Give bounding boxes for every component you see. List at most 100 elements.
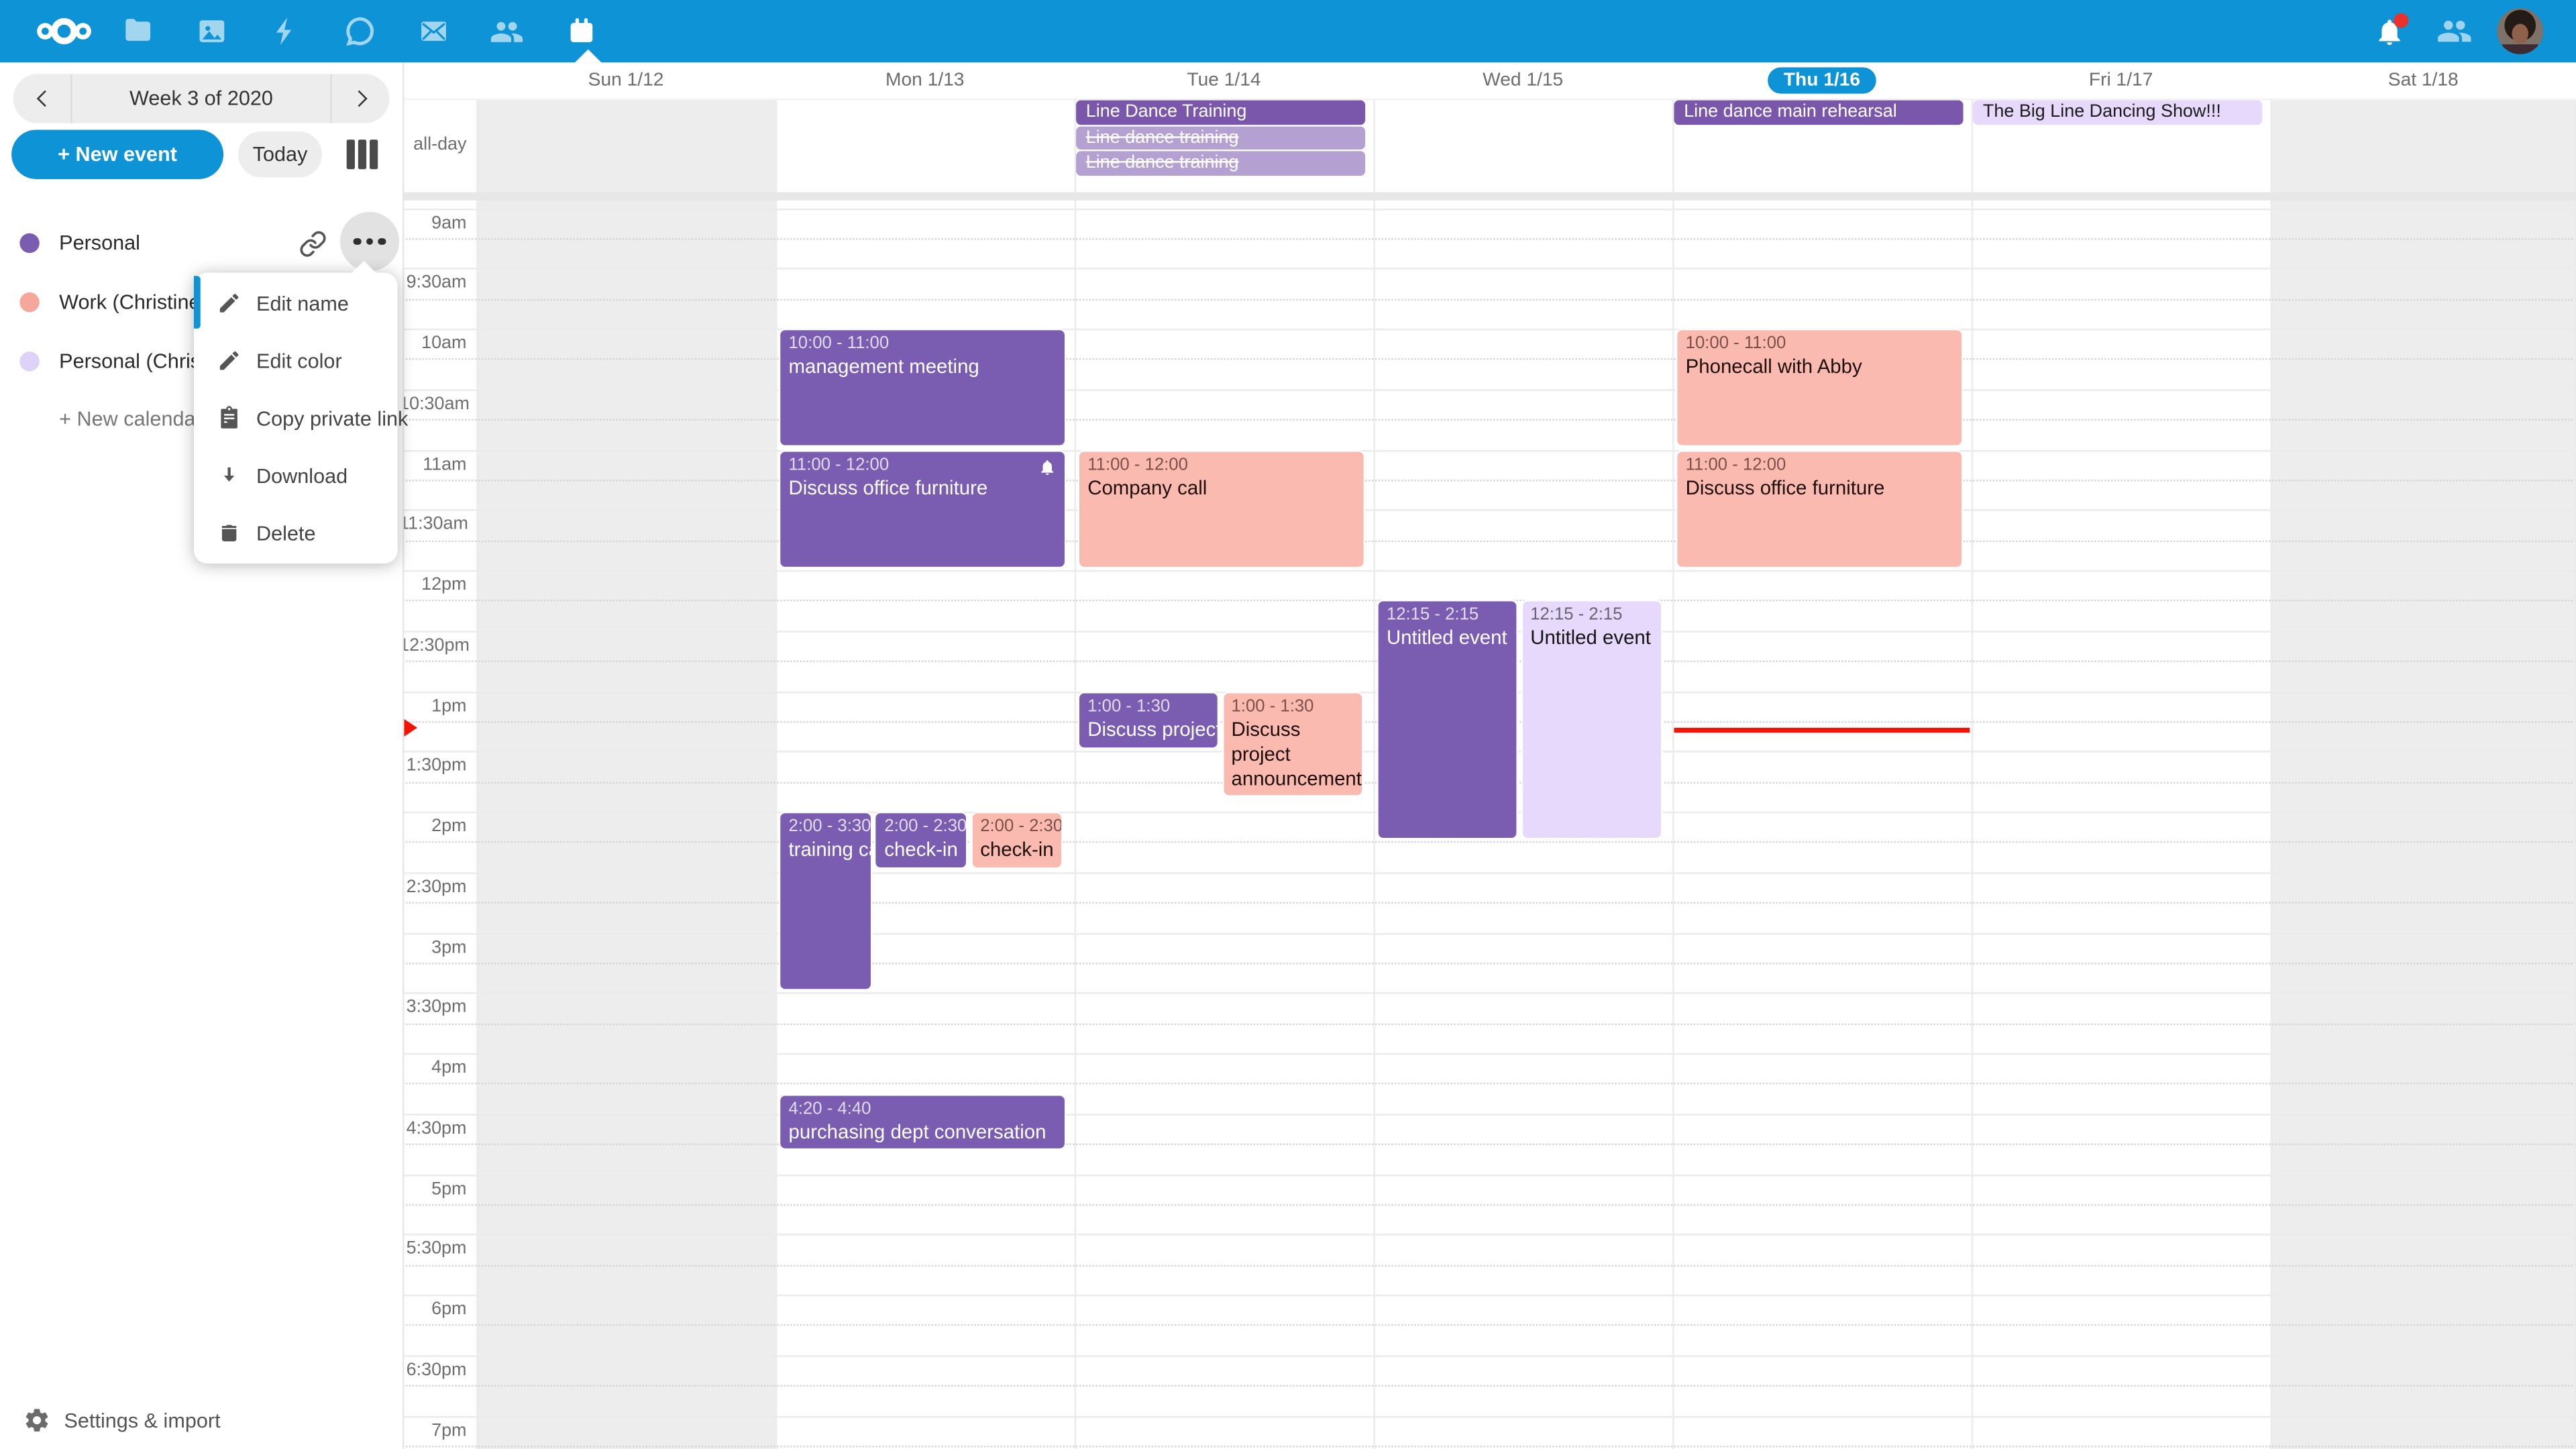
- notification-bell-icon[interactable]: [2356, 0, 2422, 62]
- nextcloud-logo[interactable]: [26, 0, 100, 62]
- time-axis-label: 9am: [431, 213, 467, 233]
- slot-line: [402, 207, 2576, 210]
- time-axis-label: 10am: [421, 333, 467, 354]
- day-header-fri[interactable]: Fri 1/17: [2088, 70, 2153, 91]
- current-time-arrow: [402, 718, 418, 738]
- menu-item-copy-private-link[interactable]: Copy private link: [194, 389, 408, 447]
- time-axis-label: 5pm: [431, 1179, 467, 1199]
- calendar-actions-button[interactable]: [339, 211, 400, 272]
- event-block[interactable]: 4:20 - 4:40 purchasing dept conversation: [778, 1093, 1067, 1150]
- event-title: Discuss office furniture: [1685, 475, 1885, 499]
- quarter-slot-line: [402, 479, 2576, 482]
- event-block[interactable]: 2:00 - 2:30 check-in: [874, 811, 968, 870]
- allday-event[interactable]: Line Dance Training: [1076, 100, 1366, 124]
- allday-event[interactable]: Line dance main rehearsal: [1674, 100, 1964, 124]
- calendar-icon[interactable]: [544, 0, 618, 62]
- time-axis-label: 2:30pm: [406, 877, 467, 897]
- quarter-slot-line: [402, 1264, 2576, 1267]
- new-calendar-button[interactable]: + New calendar: [59, 407, 203, 431]
- week-view-toggle-icon[interactable]: [346, 140, 378, 170]
- weekend-shading: [476, 98, 775, 1449]
- pencil-icon: [219, 351, 239, 370]
- day-header-wed[interactable]: Wed 1/15: [1483, 70, 1564, 91]
- event-title: check-in: [884, 837, 958, 861]
- column-border: [1074, 62, 1077, 1449]
- menu-item-edit-name[interactable]: Edit name: [194, 274, 398, 332]
- event-block[interactable]: 12:15 - 2:15 Untitled event: [1377, 600, 1518, 840]
- avatar[interactable]: [2487, 0, 2553, 62]
- event-title: Untitled event: [1386, 626, 1507, 650]
- photos-icon[interactable]: [174, 0, 248, 62]
- event-block[interactable]: 11:00 - 12:00 Company call: [1077, 449, 1366, 568]
- menu-item-label: Edit color: [256, 349, 342, 372]
- event-title: purchasing dept conversation: [788, 1119, 1046, 1143]
- talk-icon[interactable]: [322, 0, 396, 62]
- calendar-list-item[interactable]: Personal (Christi: [0, 332, 402, 391]
- all-day-label: all-day: [413, 134, 467, 155]
- slot-line: [402, 992, 2576, 995]
- previous-week-button[interactable]: [13, 74, 71, 123]
- event-title: Company call: [1087, 475, 1208, 499]
- slot-line: [402, 1234, 2576, 1236]
- event-time: 12:15 - 2:15: [1530, 605, 1623, 625]
- event-time: 10:00 - 11:00: [788, 333, 890, 354]
- allday-grid-divider: [402, 192, 2576, 201]
- settings-import-button[interactable]: Settings & import: [23, 1406, 221, 1434]
- allday-event[interactable]: The Big Line Dancing Show!!!: [1973, 100, 2263, 124]
- day-header-row: Sun 1/12 Mon 1/13 Tue 1/14 Wed 1/15 Thu 1/16…: [402, 62, 2576, 101]
- today-button[interactable]: Today: [238, 131, 323, 178]
- event-block[interactable]: 11:00 - 12:00 Discuss office furniture: [1675, 449, 1964, 568]
- allday-event[interactable]: Line dance training: [1076, 151, 1366, 176]
- time-axis-label: 11:30am: [399, 515, 468, 535]
- calendar-list-item[interactable]: Personal: [0, 211, 402, 272]
- allday-event-title: The Big Line Dancing Show!!!: [1982, 101, 2221, 122]
- menu-item-label: Delete: [256, 521, 316, 545]
- next-week-button[interactable]: [332, 74, 390, 123]
- column-border: [2574, 62, 2576, 1449]
- share-link-icon[interactable]: [284, 215, 340, 271]
- weekend-shading: [2270, 98, 2576, 1449]
- event-title: Discuss project announcement: [1231, 716, 1362, 790]
- week-label[interactable]: Week 3 of 2020: [70, 74, 332, 123]
- settings-import-label: Settings & import: [64, 1409, 221, 1432]
- calendar-list-item[interactable]: Work (Christine S: [0, 273, 402, 332]
- event-title: management meeting: [788, 354, 979, 378]
- day-header-sun[interactable]: Sun 1/12: [588, 70, 664, 91]
- event-time: 2:00 - 3:30: [788, 816, 871, 837]
- menu-item-label: Edit name: [256, 291, 349, 315]
- slot-line: [402, 388, 2576, 391]
- contacts-icon[interactable]: [470, 0, 543, 62]
- menu-item-delete[interactable]: Delete: [194, 504, 398, 562]
- menu-item-edit-color[interactable]: Edit color: [194, 332, 398, 390]
- week-navigation: Week 3 of 2020: [13, 74, 390, 123]
- menu-item-download[interactable]: Download: [194, 447, 398, 504]
- allday-event[interactable]: Line dance training: [1076, 125, 1366, 150]
- day-header-thu[interactable]: Thu 1/16: [1672, 62, 1972, 99]
- allday-event-title: Line dance main rehearsal: [1684, 101, 1897, 122]
- contacts-menu-icon[interactable]: [2422, 0, 2487, 62]
- event-block[interactable]: 10:00 - 11:00 management meeting: [778, 328, 1067, 447]
- event-block[interactable]: 2:00 - 2:30 check-in: [970, 811, 1064, 870]
- mail-icon[interactable]: [396, 0, 470, 62]
- activity-icon[interactable]: [248, 0, 322, 62]
- slot-line: [402, 570, 2576, 572]
- event-block[interactable]: 12:15 - 2:15 Untitled event: [1520, 600, 1662, 840]
- event-block[interactable]: 11:00 - 12:00 Discuss office furniture: [778, 449, 1067, 568]
- notification-badge: [2394, 13, 2409, 28]
- today-pill: Thu 1/16: [1767, 67, 1877, 94]
- files-icon[interactable]: [100, 0, 174, 62]
- new-event-button[interactable]: + New event: [11, 129, 224, 179]
- day-header-mon[interactable]: Mon 1/13: [885, 70, 965, 91]
- slot-line: [402, 932, 2576, 934]
- time-axis-label: 11am: [423, 454, 467, 474]
- calendar-color-dot: [19, 352, 40, 372]
- event-block[interactable]: 10:00 - 11:00 Phonecall with Abby: [1675, 328, 1964, 447]
- day-header-tue[interactable]: Tue 1/14: [1187, 70, 1261, 91]
- day-header-sat[interactable]: Sat 1/18: [2387, 70, 2459, 91]
- time-axis-label: 2pm: [431, 816, 467, 837]
- time-axis-label: 12:30pm: [399, 635, 470, 655]
- quarter-slot-line: [402, 1083, 2576, 1085]
